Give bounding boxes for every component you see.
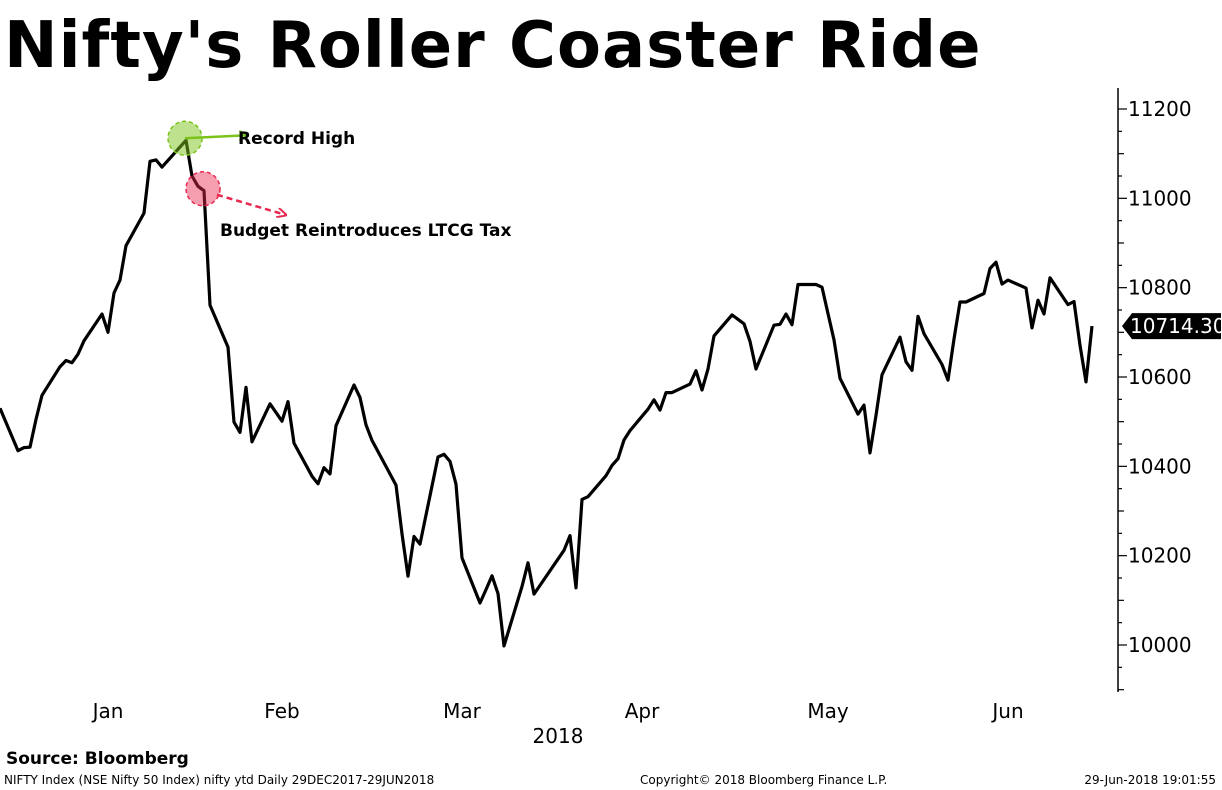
y-tick-label: 10400	[1128, 454, 1192, 478]
y-tick-label: 10800	[1128, 276, 1192, 300]
x-axis-year-label: 2018	[533, 724, 584, 748]
last-value-badge-shape	[1122, 313, 1221, 340]
source-label: Source: Bloomberg	[6, 749, 189, 769]
last-value-badge: 10714.30	[1122, 313, 1222, 340]
chart-title: Nifty's Roller Coaster Ride	[4, 9, 982, 83]
budget-label: Budget Reintroduces LTCG Tax	[220, 221, 511, 241]
annotations: Record High Budget Reintroduces LTCG Tax	[167, 120, 511, 241]
x-month-label: Apr	[625, 699, 660, 723]
y-tick-label: 10600	[1128, 365, 1192, 389]
x-month-label: Jan	[91, 699, 124, 723]
budget-arrow	[216, 193, 285, 215]
x-month-label: Mar	[443, 699, 482, 723]
last-value-label: 10714.30	[1130, 314, 1222, 338]
footer-timestamp: 29-Jun-2018 19:01:55	[1084, 773, 1216, 787]
y-tick-label: 11000	[1128, 186, 1192, 210]
x-axis-labels: Jan Feb Mar Apr May Jun	[91, 699, 1024, 723]
footer-security-info: NIFTY Index (NSE Nifty 50 Index) nifty y…	[4, 773, 435, 787]
series-line	[0, 138, 1094, 648]
x-month-label: Jun	[990, 699, 1023, 723]
y-tick-label: 10200	[1128, 544, 1192, 568]
record-high-label: Record High	[238, 129, 355, 149]
x-month-label: Feb	[264, 699, 299, 723]
y-tick-label: 10000	[1128, 633, 1192, 657]
x-month-label: May	[807, 699, 849, 723]
record-high-arrow	[184, 135, 247, 138]
budget-marker	[185, 170, 221, 207]
y-axis-ticks: 10000 10200 10400 10600 10800 11000 11200	[1118, 97, 1192, 691]
footer-copyright: Copyright© 2018 Bloomberg Finance L.P.	[640, 773, 888, 787]
y-tick-label: 11200	[1128, 97, 1192, 121]
